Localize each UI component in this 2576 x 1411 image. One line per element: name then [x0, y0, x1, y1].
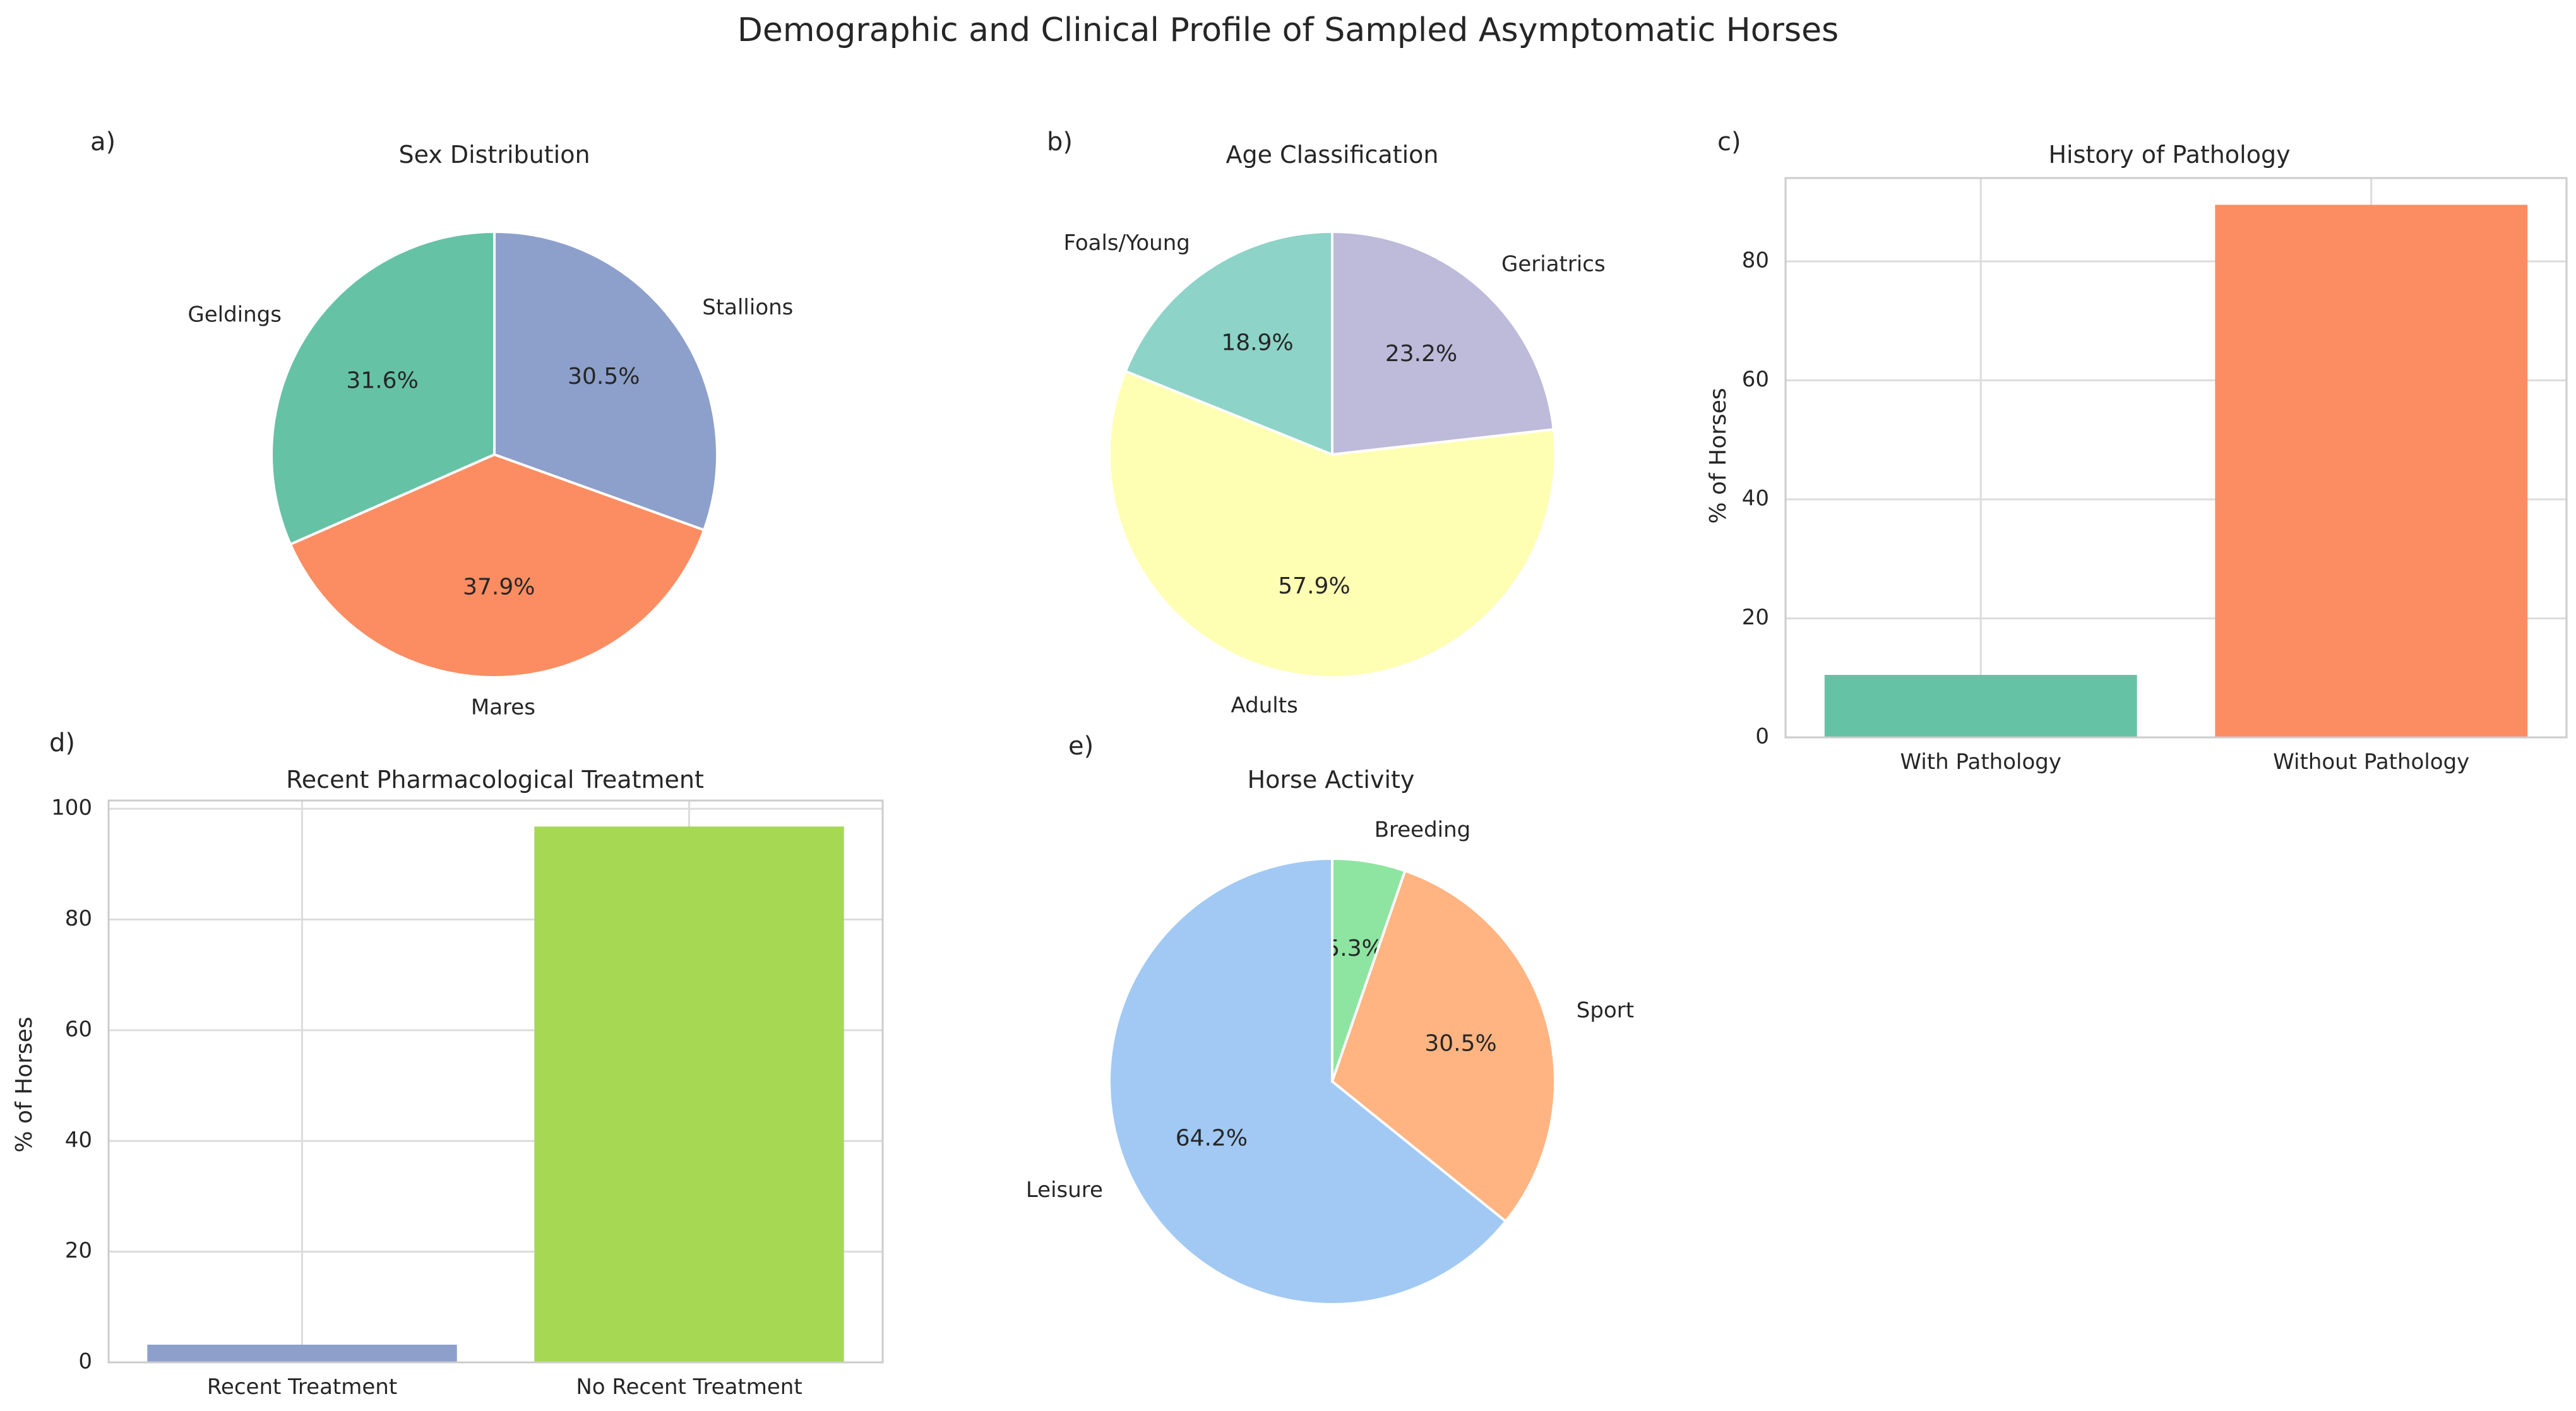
y-tick-label: 60: [1742, 367, 1769, 392]
panel-c-title: History of Pathology: [2048, 141, 2290, 169]
pie-label-breeding: Breeding: [1374, 818, 1471, 843]
pie-slice-geldings: [270, 230, 496, 546]
pie-label-geldings: Geldings: [188, 302, 282, 328]
pie-label-adults: Adults: [1231, 693, 1298, 718]
bar-chart-pathology: 0 20 40 60 80 With Pathology Without Pathology: [1742, 177, 2568, 775]
pie-label-mares: Mares: [471, 695, 535, 720]
panel-a-sex-distribution: a) Sex Distribution Stallions 30.5% Mares 3…: [90, 128, 793, 720]
y-tick-label: 80: [65, 906, 92, 931]
pie-slice-mares: [289, 453, 706, 679]
pie-pct-breeding: 5.3%: [1325, 936, 1383, 962]
panel-e-letter: e): [1068, 732, 1094, 761]
y-tick-label: 40: [65, 1128, 92, 1153]
pie-pct-geriatrics: 23.2%: [1385, 341, 1457, 367]
y-tick-label: 20: [65, 1238, 92, 1263]
pie-chart-sex: Stallions 30.5% Mares 37.9% Geldings 31.6%: [188, 230, 793, 720]
x-tick-label-recent-treatment: Recent Treatment: [207, 1374, 397, 1400]
bar-chart-treatment: 0 20 40 60 80 100 Recent Treatment No Recent Tr…: [51, 795, 884, 1400]
pie-label-leisure: Leisure: [1026, 1177, 1103, 1203]
bar-without-pathology: [2215, 205, 2528, 737]
pie-slice-leisure: [1108, 857, 1508, 1306]
panel-e-horse-activity: e) Horse Activity Breeding 5.3% Sport 30.5%…: [1026, 732, 1634, 1306]
panel-d-title: Recent Pharmacological Treatment: [286, 766, 704, 794]
pie-pct-mares: 37.9%: [463, 575, 535, 600]
y-tick-label: 40: [1742, 485, 1769, 511]
y-tick-label: 0: [1755, 724, 1769, 749]
pie-slice-sport: [1330, 869, 1556, 1223]
pie-slice-foals-young: [1124, 230, 1333, 456]
panel-a-letter: a): [90, 128, 116, 157]
axes-frame: [107, 799, 884, 1364]
pie-label-sport: Sport: [1577, 997, 1634, 1023]
panel-d-letter: d): [49, 729, 75, 758]
panel-b-letter: b): [1047, 128, 1073, 157]
y-tick-label: 20: [1742, 605, 1769, 630]
axes-frame: [1784, 177, 2568, 739]
x-tick-label-with-pathology: With Pathology: [1900, 749, 2061, 775]
pie-chart-activity: Breeding 5.3% Sport 30.5% Leisure 64.2%: [1026, 818, 1634, 1306]
pie-pct-leisure: 64.2%: [1176, 1125, 1248, 1151]
panel-d-recent-treatment: d) Recent Pharmacological Treatment 0 20 4…: [11, 729, 884, 1400]
bar-no-recent-treatment: [534, 826, 844, 1362]
y-tick-label: 0: [78, 1349, 92, 1374]
bar-with-pathology: [1824, 675, 2137, 737]
pie-label-foals-young: Foals/Young: [1064, 230, 1190, 256]
pie-pct-foals-young: 18.9%: [1221, 330, 1293, 355]
pie-slice-adults: [1108, 369, 1556, 679]
panel-d-ylabel: % of Horses: [11, 1016, 37, 1152]
panel-b-age-classification: b) Age Classification Geriatrics 23.2% Adu…: [1047, 128, 1606, 718]
y-tick-label: 100: [51, 795, 92, 821]
y-tick-label: 80: [1742, 247, 1769, 273]
pie-pct-sport: 30.5%: [1424, 1031, 1496, 1057]
x-tick-label-without-pathology: Without Pathology: [2273, 749, 2469, 775]
panel-a-title: Sex Distribution: [398, 141, 590, 169]
bar-recent-treatment: [147, 1344, 457, 1362]
x-tick-label-no-recent-treatment: No Recent Treatment: [576, 1374, 802, 1400]
pie-pct-stallions: 30.5%: [568, 364, 640, 390]
pie-slice-geriatrics: [1331, 230, 1555, 456]
panel-b-title: Age Classification: [1225, 141, 1438, 169]
pie-label-stallions: Stallions: [702, 295, 793, 320]
figure-title: Demographic and Clinical Profile of Samp…: [737, 11, 1839, 49]
panel-c-letter: c): [1717, 128, 1741, 157]
pie-pct-adults: 57.9%: [1278, 573, 1350, 599]
pie-chart-age: Geriatrics 23.2% Adults 57.9% Foals/Young 18.…: [1064, 230, 1606, 718]
y-tick-label: 60: [65, 1016, 92, 1042]
panel-c-ylabel: % of Horses: [1705, 388, 1731, 523]
pie-slice-stallions: [493, 230, 719, 532]
panel-e-title: Horse Activity: [1248, 766, 1415, 794]
pie-label-geriatrics: Geriatrics: [1501, 251, 1606, 277]
pie-pct-geldings: 31.6%: [346, 367, 418, 393]
panel-c-history-of-pathology: c) History of Pathology 0 20 40 60 80 With Pa…: [1705, 128, 2568, 775]
